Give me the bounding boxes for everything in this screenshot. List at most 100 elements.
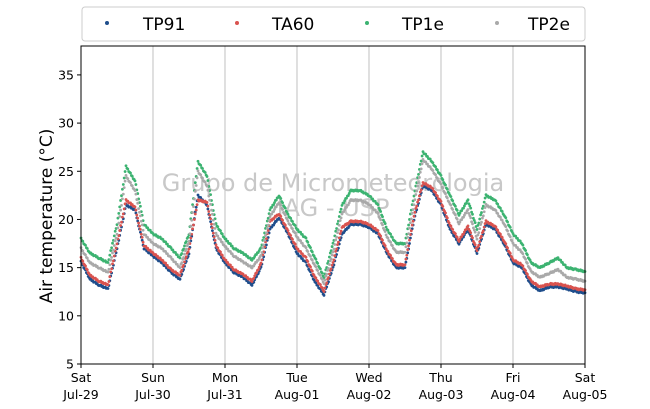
- data-point: [418, 176, 421, 179]
- data-point: [473, 221, 477, 225]
- data-point: [190, 218, 194, 222]
- legend-item-TP91: TP91: [105, 15, 185, 35]
- data-point: [403, 263, 407, 267]
- data-point: [337, 236, 341, 240]
- data-point: [328, 272, 331, 276]
- data-point: [406, 236, 410, 239]
- data-point: [526, 262, 529, 265]
- data-point: [472, 216, 475, 220]
- data-point: [524, 257, 527, 261]
- data-point: [417, 198, 420, 202]
- data-point: [506, 229, 509, 233]
- plot-frame: [81, 46, 585, 364]
- data-point: [451, 208, 455, 211]
- data-point: [464, 228, 468, 231]
- data-point: [114, 236, 118, 240]
- data-point: [458, 237, 462, 241]
- data-point: [122, 186, 126, 190]
- data-point: [291, 220, 294, 223]
- data-point: [265, 237, 268, 241]
- data-point: [420, 184, 424, 188]
- data-point: [386, 249, 390, 253]
- data-point: [121, 183, 125, 186]
- data-point: [193, 197, 196, 201]
- data-point: [129, 171, 132, 175]
- data-point: [340, 203, 344, 207]
- data-point: [121, 192, 125, 196]
- data-point: [118, 205, 122, 209]
- data-point: [406, 248, 410, 252]
- data-point: [467, 212, 471, 215]
- data-point: [331, 261, 335, 264]
- data-point: [214, 243, 218, 247]
- data-point: [439, 182, 443, 186]
- data-point: [449, 203, 453, 207]
- data-point: [111, 262, 114, 266]
- data-point: [391, 244, 394, 248]
- data-point: [283, 206, 287, 210]
- data-point: [383, 230, 387, 233]
- data-point: [457, 242, 461, 246]
- data-point: [216, 234, 220, 238]
- data-point: [472, 226, 475, 230]
- data-point: [408, 226, 411, 230]
- data-point: [376, 211, 380, 215]
- data-point: [436, 194, 439, 198]
- data-point: [384, 225, 388, 229]
- data-point: [337, 223, 341, 227]
- data-point: [460, 235, 464, 239]
- data-point: [139, 219, 143, 223]
- data-point: [109, 249, 113, 252]
- data-point: [257, 265, 261, 269]
- data-point: [322, 290, 326, 293]
- data-point: [376, 203, 380, 207]
- watermark-line-1: Grupo de Micrometeorologia: [162, 169, 504, 197]
- data-point: [496, 228, 500, 232]
- data-point: [504, 242, 508, 246]
- data-point: [81, 239, 85, 243]
- data-point: [196, 159, 200, 163]
- data-point: [266, 216, 270, 220]
- data-point: [253, 274, 257, 278]
- data-point: [335, 247, 338, 251]
- data-point: [267, 219, 271, 222]
- data-point: [339, 207, 343, 211]
- data-point: [123, 202, 127, 206]
- data-point: [182, 263, 186, 267]
- data-point: [338, 210, 342, 214]
- data-point: [379, 210, 383, 213]
- x-tick-date: Aug-01: [275, 387, 320, 402]
- data-point: [182, 247, 186, 251]
- data-point: [265, 226, 269, 230]
- data-point: [291, 237, 294, 241]
- data-point: [106, 287, 110, 290]
- data-point: [304, 236, 308, 240]
- data-point: [376, 229, 380, 233]
- data-point: [137, 207, 141, 210]
- data-point: [475, 252, 479, 255]
- x-tick-date: Aug-05: [563, 387, 608, 402]
- data-point: [121, 215, 124, 219]
- y-tick-label: 20: [58, 212, 74, 227]
- data-point: [412, 194, 416, 198]
- data-point: [499, 206, 502, 210]
- data-point: [314, 276, 318, 280]
- data-point: [265, 231, 268, 235]
- data-point: [478, 217, 482, 221]
- data-point: [471, 212, 474, 216]
- data-point: [334, 250, 338, 253]
- data-point: [85, 256, 89, 260]
- data-point: [270, 205, 274, 209]
- data-point: [419, 159, 423, 163]
- data-point: [320, 286, 324, 290]
- data-point: [274, 198, 278, 202]
- data-point: [212, 222, 216, 226]
- data-point: [187, 239, 191, 243]
- data-point: [339, 216, 343, 220]
- data-point: [494, 209, 498, 212]
- data-point: [139, 232, 143, 236]
- data-point: [469, 216, 473, 220]
- data-point: [339, 229, 343, 233]
- data-point: [129, 181, 132, 185]
- data-point: [110, 246, 113, 250]
